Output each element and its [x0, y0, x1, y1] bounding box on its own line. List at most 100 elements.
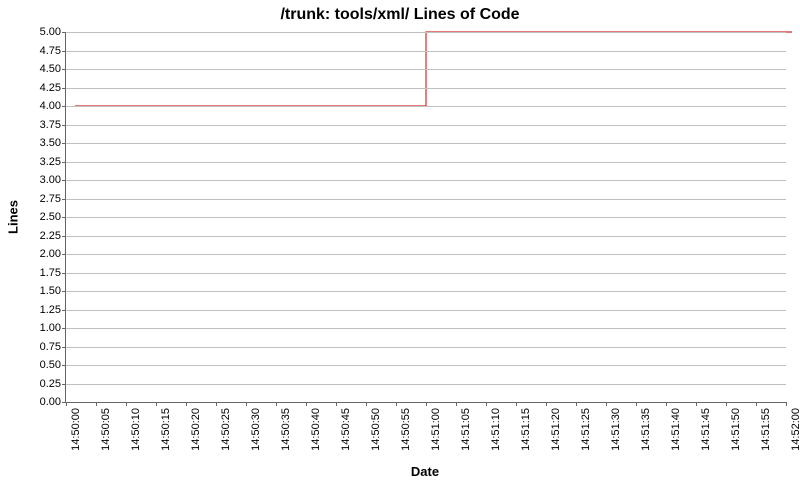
x-tick-label: 14:51:45 — [700, 408, 712, 451]
x-tick-label: 14:51:30 — [610, 408, 622, 451]
gridline-h — [66, 254, 786, 255]
x-tick-label: 14:50:55 — [400, 408, 412, 451]
x-tick-label: 14:51:15 — [520, 408, 532, 451]
gridline-h — [66, 162, 786, 163]
y-tick-label: 3.75 — [40, 119, 61, 131]
y-tick-label: 2.50 — [40, 211, 61, 223]
y-tick-label: 1.25 — [40, 304, 61, 316]
y-tick-mark — [62, 88, 66, 89]
gridline-h — [66, 69, 786, 70]
gridline-h — [66, 32, 786, 33]
y-tick-label: 3.50 — [40, 137, 61, 149]
y-tick-label: 4.25 — [40, 82, 61, 94]
y-tick-mark — [62, 384, 66, 385]
y-tick-mark — [62, 217, 66, 218]
x-tick-mark — [636, 402, 637, 406]
gridline-h — [66, 51, 786, 52]
gridline-h — [66, 88, 786, 89]
y-tick-mark — [62, 273, 66, 274]
y-tick-label: 2.75 — [40, 193, 61, 205]
x-tick-label: 14:51:50 — [730, 408, 742, 451]
x-tick-mark — [666, 402, 667, 406]
x-tick-label: 14:51:35 — [640, 408, 652, 451]
x-tick-mark — [486, 402, 487, 406]
y-tick-mark — [62, 32, 66, 33]
x-tick-mark — [516, 402, 517, 406]
x-tick-label: 14:51:40 — [670, 408, 682, 451]
gridline-h — [66, 273, 786, 274]
y-tick-label: 2.25 — [40, 230, 61, 242]
gridline-h — [66, 199, 786, 200]
x-tick-label: 14:51:00 — [430, 408, 442, 451]
x-tick-mark — [66, 402, 67, 406]
x-tick-label: 14:51:10 — [490, 408, 502, 451]
x-tick-label: 14:50:20 — [190, 408, 202, 451]
x-tick-label: 14:52:00 — [790, 408, 800, 451]
x-tick-label: 14:50:10 — [130, 408, 142, 451]
y-tick-label: 3.25 — [40, 156, 61, 168]
x-tick-label: 14:50:00 — [70, 408, 82, 451]
gridline-h — [66, 106, 786, 107]
x-tick-mark — [756, 402, 757, 406]
y-tick-mark — [62, 310, 66, 311]
y-tick-label: 0.00 — [40, 396, 61, 408]
y-tick-label: 4.75 — [40, 45, 61, 57]
y-tick-mark — [62, 180, 66, 181]
x-tick-label: 14:51:25 — [580, 408, 592, 451]
y-tick-label: 0.75 — [40, 341, 61, 353]
x-tick-label: 14:50:35 — [280, 408, 292, 451]
y-tick-mark — [62, 69, 66, 70]
x-tick-mark — [306, 402, 307, 406]
x-tick-mark — [606, 402, 607, 406]
y-tick-mark — [62, 51, 66, 52]
y-tick-mark — [62, 328, 66, 329]
x-tick-mark — [396, 402, 397, 406]
gridline-h — [66, 347, 786, 348]
gridline-h — [66, 291, 786, 292]
x-tick-label: 14:50:15 — [160, 408, 172, 451]
gridline-h — [66, 143, 786, 144]
y-tick-label: 0.50 — [40, 359, 61, 371]
gridline-h — [66, 328, 786, 329]
y-tick-label: 1.50 — [40, 285, 61, 297]
x-tick-mark — [696, 402, 697, 406]
x-axis-label: Date — [65, 464, 785, 479]
x-tick-mark — [426, 402, 427, 406]
x-tick-mark — [126, 402, 127, 406]
x-tick-mark — [96, 402, 97, 406]
y-tick-mark — [62, 199, 66, 200]
x-tick-mark — [576, 402, 577, 406]
y-tick-mark — [62, 254, 66, 255]
x-tick-label: 14:50:45 — [340, 408, 352, 451]
x-tick-mark — [726, 402, 727, 406]
x-tick-mark — [336, 402, 337, 406]
y-tick-mark — [62, 106, 66, 107]
x-tick-mark — [786, 402, 787, 406]
gridline-h — [66, 365, 786, 366]
x-tick-label: 14:50:50 — [370, 408, 382, 451]
y-tick-label: 4.00 — [40, 100, 61, 112]
gridline-h — [66, 180, 786, 181]
x-tick-label: 14:51:05 — [460, 408, 472, 451]
y-tick-label: 0.25 — [40, 378, 61, 390]
gridline-h — [66, 236, 786, 237]
y-tick-label: 2.00 — [40, 248, 61, 260]
x-tick-label: 14:50:05 — [100, 408, 112, 451]
y-tick-mark — [62, 347, 66, 348]
plot-area: 0.000.250.500.751.001.251.501.752.002.25… — [65, 32, 786, 403]
x-tick-mark — [366, 402, 367, 406]
x-tick-label: 14:50:25 — [220, 408, 232, 451]
gridline-h — [66, 125, 786, 126]
gridline-h — [66, 310, 786, 311]
y-tick-label: 4.50 — [40, 63, 61, 75]
y-tick-mark — [62, 125, 66, 126]
y-axis-label: Lines — [5, 200, 20, 234]
y-tick-label: 1.75 — [40, 267, 61, 279]
x-tick-mark — [156, 402, 157, 406]
x-tick-mark — [216, 402, 217, 406]
y-tick-label: 3.00 — [40, 174, 61, 186]
x-tick-mark — [276, 402, 277, 406]
x-tick-label: 14:51:55 — [760, 408, 772, 451]
gridline-h — [66, 384, 786, 385]
x-tick-mark — [546, 402, 547, 406]
